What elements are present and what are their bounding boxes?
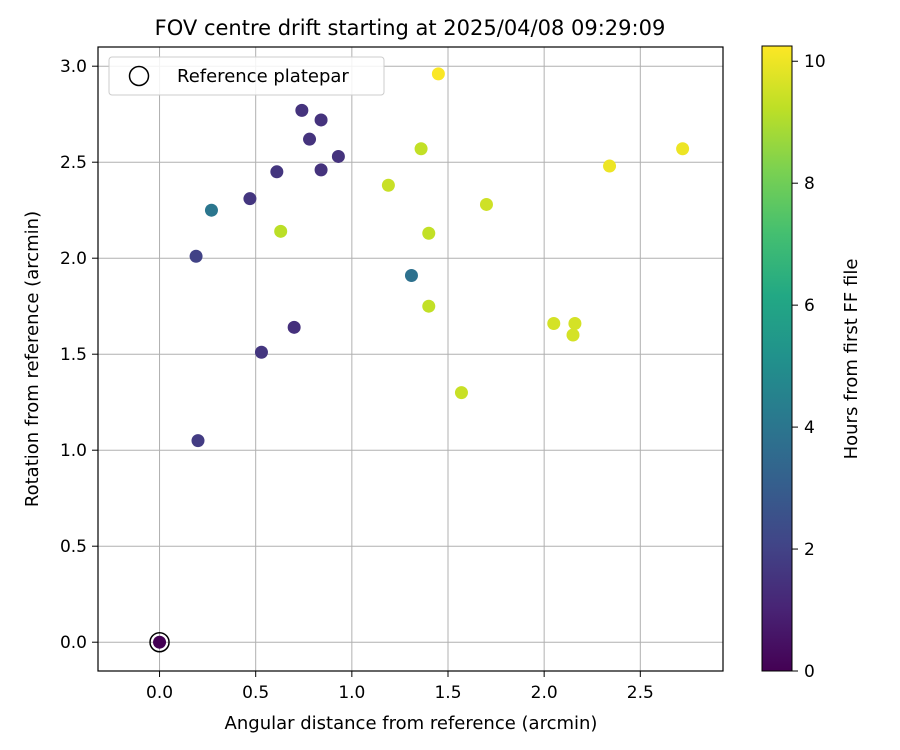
chart-title: FOV centre drift starting at 2025/04/08 … (155, 16, 666, 40)
colorbar: 0 2 4 6 8 10 Hours from first FF file (761, 45, 862, 682)
x-tick-label: 2.0 (531, 683, 558, 703)
data-point (189, 249, 203, 263)
colorbar-tick-label: 6 (804, 296, 815, 316)
legend-box (108, 56, 385, 96)
data-point (566, 328, 580, 342)
x-tick-label: 0.5 (242, 683, 269, 703)
data-point (254, 345, 268, 359)
colorbar-label: Hours from first FF file (841, 259, 862, 460)
colorbar-tick-label: 4 (804, 418, 815, 438)
y-tick-label: 1.0 (60, 441, 87, 461)
data-point (204, 203, 218, 217)
colorbar-tick-label: 0 (804, 662, 815, 682)
x-tick-label: 0.0 (146, 683, 173, 703)
grid-lines (98, 47, 723, 671)
data-point (422, 226, 436, 240)
y-tick-label: 2.5 (60, 153, 87, 173)
data-point (314, 113, 328, 127)
y-axis-ticks: 0.0 0.5 1.0 1.5 2.0 2.5 3.0 (60, 57, 98, 653)
data-point (603, 159, 617, 173)
data-point (295, 103, 309, 117)
plot-frame (97, 46, 724, 672)
data-point (431, 67, 445, 81)
legend: Reference platepar (108, 56, 385, 96)
data-point (676, 142, 690, 156)
x-axis-ticks: 0.0 0.5 1.0 1.5 2.0 2.5 (146, 671, 654, 703)
legend-entry-label: Reference platepar (177, 66, 349, 87)
data-point (454, 386, 468, 400)
data-point (479, 197, 493, 211)
colorbar-tick-label: 10 (804, 52, 826, 72)
y-axis-label: Rotation from reference (arcmin) (22, 211, 43, 507)
data-point (422, 299, 436, 313)
data-point (153, 635, 167, 649)
x-tick-label: 2.5 (627, 683, 654, 703)
data-point (314, 163, 328, 177)
legend-reference-marker (128, 65, 150, 87)
data-points (149, 67, 690, 653)
data-point (414, 142, 428, 156)
x-tick-label: 1.0 (338, 683, 365, 703)
x-tick-label: 1.5 (434, 683, 461, 703)
y-tick-label: 2.0 (60, 249, 87, 269)
data-point (270, 165, 284, 179)
x-axis-label: Angular distance from reference (arcmin) (225, 713, 598, 734)
data-point (287, 320, 301, 334)
y-tick-label: 0.5 (60, 537, 87, 557)
colorbar-tick-label: 2 (804, 540, 815, 560)
data-point (381, 178, 395, 192)
data-point (191, 434, 205, 448)
colorbar-ticks: 0 2 4 6 8 10 (792, 52, 826, 682)
y-tick-label: 1.5 (60, 345, 87, 365)
colorbar-tick-label: 8 (804, 174, 815, 194)
y-tick-label: 3.0 (60, 57, 87, 77)
data-point (547, 316, 561, 330)
data-point (243, 192, 257, 206)
data-point (568, 316, 582, 330)
reference-platepar-marker (149, 631, 170, 653)
colorbar-gradient (761, 45, 793, 672)
y-tick-label: 0.0 (60, 633, 87, 653)
data-point (331, 149, 345, 163)
data-point (274, 224, 288, 238)
data-point (303, 132, 317, 146)
data-point (404, 268, 418, 282)
